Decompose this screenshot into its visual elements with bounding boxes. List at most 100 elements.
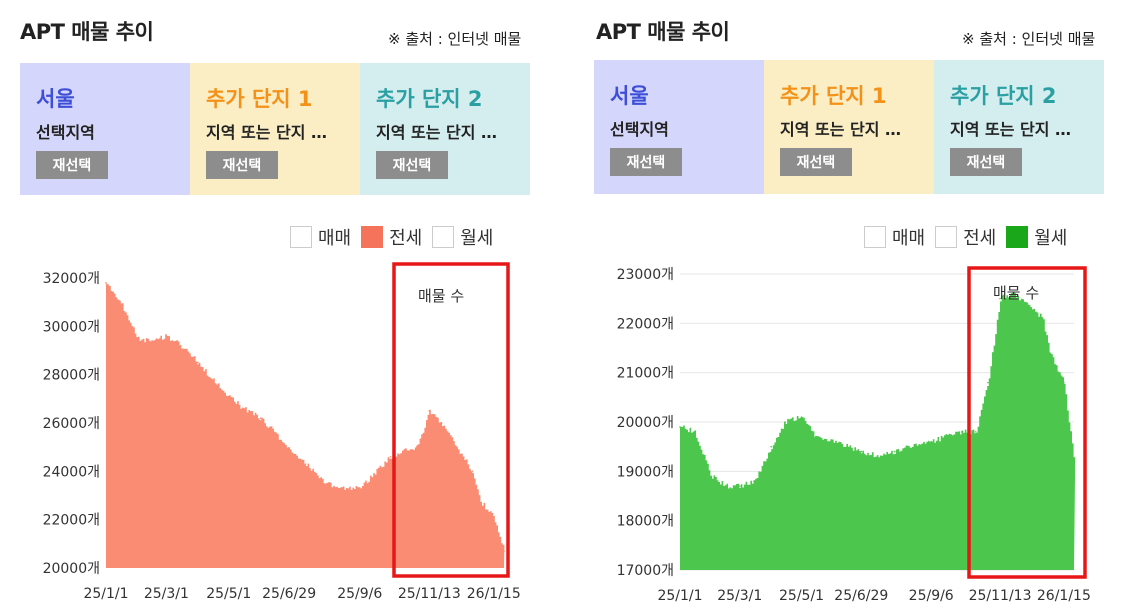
data-point xyxy=(389,456,392,458)
x-tick-label: 26/1/15 xyxy=(467,586,521,602)
data-point xyxy=(373,472,375,475)
data-point xyxy=(136,337,139,340)
x-tick-label: 26/1/15 xyxy=(1037,588,1091,604)
legend-item-monthly[interactable]: 월세 xyxy=(1006,224,1067,250)
data-point xyxy=(211,378,214,381)
x-tick-label: 25/9/6 xyxy=(909,588,954,604)
y-tick-label: 20000개 xyxy=(43,561,100,577)
data-point xyxy=(860,450,863,453)
reselect-button[interactable]: 재선택 xyxy=(36,151,108,179)
card-title: 서울 xyxy=(36,87,75,111)
legend-checkbox[interactable] xyxy=(361,226,384,248)
reselect-button[interactable]: 재선택 xyxy=(206,151,278,179)
data-point xyxy=(893,450,896,453)
y-tick-label: 28000개 xyxy=(43,368,100,384)
data-point xyxy=(1011,292,1014,295)
y-tick-label: 19000개 xyxy=(617,464,674,480)
card-subtitle: 지역 또는 단지 … xyxy=(206,123,328,142)
series-area xyxy=(680,292,1076,570)
data-point xyxy=(416,446,418,448)
source-note: ※ 출처 : 인터넷 매물 xyxy=(962,30,1096,48)
data-point xyxy=(960,431,963,433)
legend-checkbox[interactable] xyxy=(864,226,886,248)
region-card-extra-2: 추가 단지 2 지역 또는 단지 … 재선택 xyxy=(934,60,1104,194)
jeonse-listing-chart: 20000개 22000개 24000개 26000개 28000개 30000개 3200… xyxy=(43,262,521,602)
legend-label: 매매 xyxy=(318,228,352,249)
legend-checkbox[interactable] xyxy=(290,226,312,248)
legend-checkbox[interactable] xyxy=(432,226,455,248)
data-point xyxy=(1041,317,1044,320)
y-tick-label: 21000개 xyxy=(617,366,674,382)
legend: 매매 전세 월세 xyxy=(290,224,503,250)
data-point xyxy=(876,455,879,458)
legend-checkbox[interactable] xyxy=(935,226,958,248)
data-point xyxy=(274,431,276,434)
data-point xyxy=(930,440,932,443)
reselect-button[interactable]: 재선택 xyxy=(780,148,852,176)
legend: 매매 전세 월세 xyxy=(864,224,1077,250)
y-tick-label: 22000개 xyxy=(43,513,100,529)
x-tick-label: 25/6/29 xyxy=(834,588,888,604)
y-tick-label: 20000개 xyxy=(617,415,674,431)
reselect-button[interactable]: 재선택 xyxy=(376,151,448,179)
x-tick-label: 25/5/1 xyxy=(779,588,824,604)
data-point xyxy=(503,550,505,552)
x-tick-label: 25/6/29 xyxy=(262,586,316,602)
data-point xyxy=(105,282,107,284)
y-tick-label: 17000개 xyxy=(617,563,674,579)
data-point xyxy=(179,344,182,347)
data-point xyxy=(738,485,741,487)
legend-item-jeonse[interactable]: 전세 xyxy=(935,224,996,250)
legend-item-jeonse[interactable]: 전세 xyxy=(361,224,422,250)
reselect-button[interactable]: 재선택 xyxy=(610,148,682,176)
data-point xyxy=(974,431,977,433)
region-card-extra-1: 추가 단지 1 지역 또는 단지 … 재선택 xyxy=(190,63,360,195)
legend-checkbox[interactable] xyxy=(1006,226,1029,248)
data-point xyxy=(322,480,324,482)
data-point xyxy=(336,487,339,490)
data-point xyxy=(242,407,244,410)
data-point xyxy=(944,436,947,438)
data-point xyxy=(846,445,848,448)
data-point xyxy=(987,381,989,384)
y-tick-label: 30000개 xyxy=(43,319,100,335)
data-point xyxy=(259,417,262,419)
card-subtitle: 선택지역 xyxy=(610,120,669,139)
data-point xyxy=(304,463,307,465)
data-point xyxy=(814,436,817,438)
y-tick-label: 23000개 xyxy=(617,267,674,283)
y-tick-label: 32000개 xyxy=(43,271,100,287)
legend-label: 매매 xyxy=(892,228,926,249)
card-subtitle: 선택지역 xyxy=(36,123,95,142)
data-point xyxy=(478,499,481,502)
reselect-button[interactable]: 재선택 xyxy=(950,148,1022,176)
data-point xyxy=(753,480,755,482)
left-panel: APT 매물 추이 ※ 출처 : 인터넷 매물 서울 선택지역 재선택 추가 단… xyxy=(0,0,545,615)
region-card-seoul: 서울 선택지역 재선택 xyxy=(594,60,764,194)
legend-item-monthly[interactable]: 월세 xyxy=(432,224,493,250)
x-tick-label: 25/1/1 xyxy=(657,588,702,604)
card-title: 서울 xyxy=(610,84,649,108)
data-point xyxy=(1063,381,1065,384)
highlight-box xyxy=(967,266,1087,579)
y-tick-label: 22000개 xyxy=(617,316,674,332)
legend-label: 전세 xyxy=(389,228,423,249)
data-point xyxy=(784,421,787,423)
legend-item-sale[interactable]: 매매 xyxy=(864,224,925,250)
region-card-extra-1: 추가 단지 1 지역 또는 단지 … 재선택 xyxy=(764,60,934,194)
data-point xyxy=(832,440,834,443)
data-point xyxy=(428,410,431,412)
legend-item-sale[interactable]: 매매 xyxy=(290,224,351,250)
y-tick-label: 18000개 xyxy=(617,514,674,530)
legend-label: 전세 xyxy=(963,228,997,249)
panel-title: APT 매물 추이 xyxy=(596,20,730,44)
y-tick-label: 24000개 xyxy=(43,464,100,480)
data-point xyxy=(197,361,199,364)
right-panel: APT 매물 추이 ※ 출처 : 인터넷 매물 서울 선택지역 재선택 추가 단… xyxy=(576,0,1121,615)
card-subtitle: 지역 또는 단지 … xyxy=(950,120,1072,139)
data-point xyxy=(1048,352,1051,354)
x-tick-label: 25/5/1 xyxy=(206,586,251,602)
data-point xyxy=(908,445,910,448)
region-card-seoul: 서울 선택지역 재선택 xyxy=(20,63,190,195)
data-point xyxy=(724,485,727,487)
